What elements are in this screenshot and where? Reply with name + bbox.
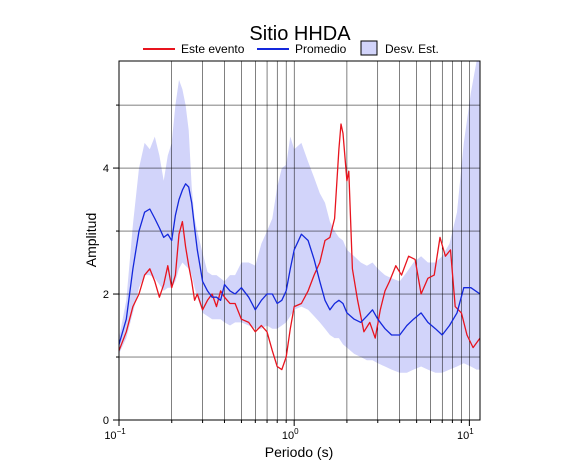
legend: Este evento Promedio Desv. Est.: [143, 40, 439, 56]
legend-std-label: Desv. Est.: [385, 42, 439, 56]
chart-title: Sitio HHDA: [249, 23, 351, 45]
x-tick-label: 100: [282, 427, 299, 442]
legend-std-swatch: [360, 40, 378, 56]
x-tick-label: 10−1: [104, 427, 126, 442]
std-band: [119, 61, 480, 373]
std-band-layer: [119, 61, 480, 373]
mean-series-line: [118, 183, 481, 345]
y-tick-label: 0: [103, 415, 109, 427]
axis-layer: 0 2 4 10−1 100 101: [103, 60, 481, 442]
x-tick-label: 101: [457, 427, 474, 442]
series-layer: [118, 123, 481, 371]
x-axis-label: Periodo (s): [265, 444, 333, 460]
grid-layer: [119, 61, 480, 420]
plot-frame: [118, 60, 481, 421]
legend-event-label: Este evento: [181, 42, 245, 56]
legend-mean-label: Promedio: [295, 42, 347, 56]
y-tick-label: 2: [103, 289, 109, 301]
y-tick-label: 4: [103, 163, 109, 175]
event-series-line: [118, 123, 481, 371]
y-axis-label: Amplitud: [83, 213, 99, 267]
